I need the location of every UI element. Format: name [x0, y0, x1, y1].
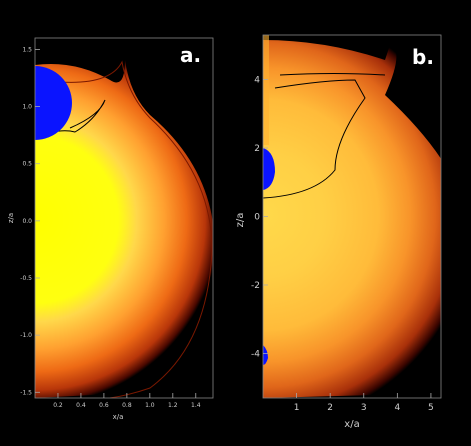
panel-b-label: b.: [412, 45, 434, 69]
y-tick-label: 1.0: [22, 104, 32, 111]
y-tick-label: -0.5: [20, 275, 32, 282]
x-tick-label: 3: [361, 403, 367, 413]
y-tick-label: -1.0: [20, 332, 32, 339]
panel-b-outer-contour: [263, 79, 366, 199]
panel-b-xlabel: x/a: [344, 419, 359, 430]
panel-a-xlabel: x/a: [113, 413, 124, 421]
x-tick-label: 1.4: [191, 402, 201, 409]
y-tick-label: 4: [254, 76, 260, 86]
x-tick-label: 0.8: [122, 402, 132, 409]
panel-a-label: a.: [180, 43, 201, 67]
panel-b: 1 2 3 4 5 4 2 0 -2 -4 b. x/a z/a: [235, 34, 442, 430]
x-tick-label: 0.2: [53, 402, 63, 409]
y-tick-label: -1.5: [20, 389, 32, 396]
x-tick-label: 1.0: [145, 402, 155, 409]
panel-a-ticks: 0.2 0.4 0.6 0.8 1.0 1.2 1.4 1.5 1.0 0.5 0.0 -0.5 -1.…: [20, 46, 200, 409]
panel-b-planet: [263, 148, 275, 190]
panel-a-outer-contour: [59, 60, 213, 398]
panel-b-axis-stripe: [263, 35, 269, 145]
x-tick-label: 0.6: [99, 402, 109, 409]
x-tick-label: 0.4: [76, 402, 86, 409]
panel-b-ylabel: z/a: [235, 213, 246, 228]
x-tick-label: 1.2: [168, 402, 178, 409]
y-tick-label: 1.5: [22, 46, 32, 53]
panel-b-top-contour: [279, 73, 386, 76]
y-tick-label: -2: [251, 281, 260, 291]
panel-b-ticks: 1 2 3 4 5 4 2 0 -2 -4: [251, 76, 434, 413]
panel-b-planet-lower: [263, 345, 268, 365]
x-tick-label: 5: [428, 403, 434, 413]
panel-a-frame: [34, 37, 214, 399]
y-tick-label: 0: [254, 213, 260, 223]
x-tick-label: 1: [294, 403, 300, 413]
y-tick-label: 2: [254, 144, 260, 154]
x-tick-label: 4: [394, 403, 400, 413]
y-tick-label: -4: [251, 349, 260, 359]
panel-b-field: [263, 40, 441, 398]
panel-a-field: [35, 60, 213, 398]
y-tick-label: 0.5: [22, 161, 32, 168]
panel-a: 0.2 0.4 0.6 0.8 1.0 1.2 1.4 1.5 1.0 0.5 0.0 -0.5 -1.…: [7, 37, 214, 421]
panel-a-planet: [35, 66, 72, 140]
x-tick-label: 2: [327, 403, 333, 413]
panel-a-ylabel: z/a: [7, 213, 15, 223]
y-tick-label: 0.0: [22, 218, 32, 225]
